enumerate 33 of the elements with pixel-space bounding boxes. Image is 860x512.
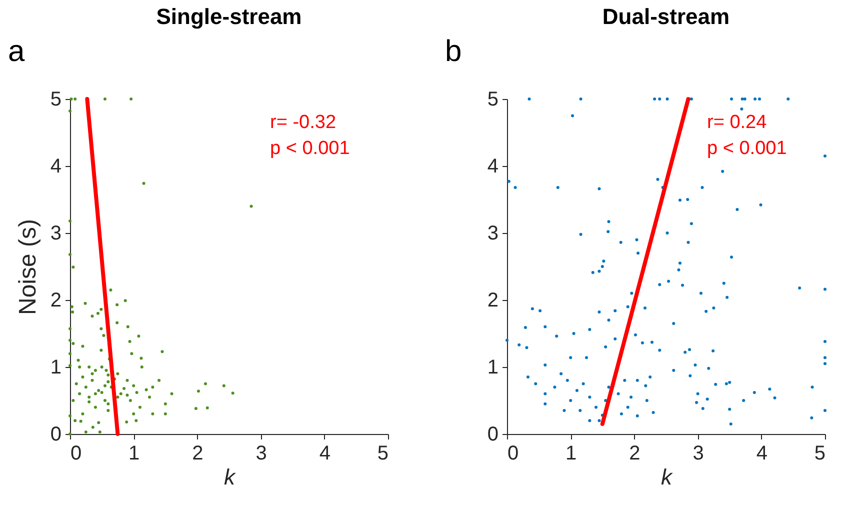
x-axis-title: k xyxy=(224,464,236,490)
y-tick-label: 0 xyxy=(50,424,62,446)
y-tick-label: 1 xyxy=(487,356,498,378)
y-tick-label: 4 xyxy=(50,156,62,178)
x-tick-label: 0 xyxy=(508,442,519,464)
y-tick-label: 3 xyxy=(487,222,498,244)
x-tick-label: 2 xyxy=(629,442,640,464)
y-tick-label: 4 xyxy=(487,156,498,178)
y-axis-title: Noise (s) xyxy=(14,218,42,316)
x-tick-label: 5 xyxy=(377,442,388,464)
x-tick-label: 4 xyxy=(756,442,768,464)
x-tick-label: 4 xyxy=(319,442,330,464)
chart-title: Single-stream xyxy=(156,4,302,29)
y-tick-label: 5 xyxy=(487,88,498,110)
x-tick-label: 1 xyxy=(128,442,140,464)
y-tick-label: 3 xyxy=(50,222,62,244)
y-tick-label: 2 xyxy=(50,290,62,312)
y-tick-label: 1 xyxy=(50,356,62,378)
x-tick-label: 1 xyxy=(566,442,577,464)
text: a xyxy=(8,35,25,68)
chart-title: Dual-stream xyxy=(602,4,730,29)
text: b xyxy=(445,35,462,68)
x-tick-label: 3 xyxy=(692,442,704,464)
x-tick-label: 0 xyxy=(70,442,82,464)
y-tick-label: 5 xyxy=(50,88,62,110)
x-tick-label: 5 xyxy=(814,442,826,464)
x-tick-label: 2 xyxy=(192,442,204,464)
y-tick-label: 2 xyxy=(487,290,498,312)
annotation: r= 0.24 p < 0.001 xyxy=(707,112,787,159)
y-tick-label: 0 xyxy=(487,424,498,446)
annotation: r= -0.32 p < 0.001 xyxy=(270,112,350,159)
x-axis-title: k xyxy=(661,464,673,490)
x-tick-label: 3 xyxy=(256,442,267,464)
